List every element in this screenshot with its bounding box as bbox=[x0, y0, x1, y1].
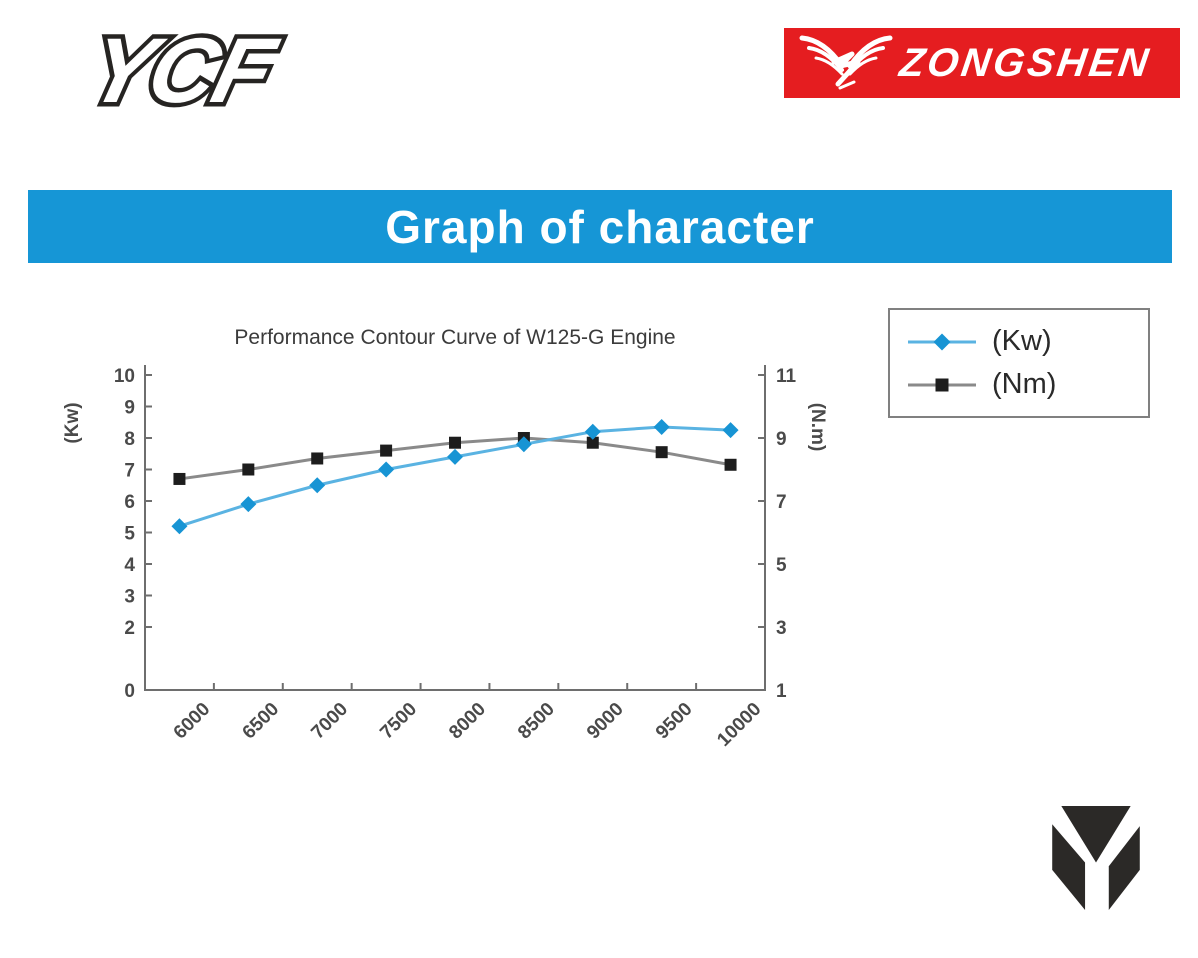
left-axis: 10 9 8 7 6 5 4 3 2 0 (Kw) bbox=[62, 366, 152, 702]
ycf-logo: YCF bbox=[75, 18, 293, 123]
x-axis: 6000 6500 7000 7500 8000 8500 9000 9500 10000 bbox=[170, 683, 766, 751]
series-kw bbox=[171, 418, 739, 535]
svg-text:8500: 8500 bbox=[514, 699, 559, 744]
svg-text:6: 6 bbox=[124, 492, 135, 513]
svg-text:6000: 6000 bbox=[170, 699, 215, 744]
svg-text:6500: 6500 bbox=[239, 699, 284, 744]
legend-label-nm: (Nm) bbox=[992, 368, 1057, 400]
right-axis: 11 9 7 5 3 1 (N.m) bbox=[758, 366, 828, 702]
axes bbox=[144, 365, 766, 691]
svg-text:10: 10 bbox=[114, 366, 135, 387]
ycf-logo-text: YCF bbox=[79, 18, 288, 121]
svg-text:1: 1 bbox=[776, 681, 787, 702]
zongshen-logo: ZONGSHEN bbox=[784, 28, 1180, 98]
svg-text:9500: 9500 bbox=[652, 699, 697, 744]
svg-text:9: 9 bbox=[124, 398, 135, 419]
legend-entry-kw: (Kw) bbox=[906, 325, 1148, 358]
svg-text:0: 0 bbox=[124, 681, 135, 702]
legend-label-kw: (Kw) bbox=[992, 325, 1052, 357]
svg-text:5: 5 bbox=[776, 555, 787, 576]
chart-title: Performance Contour Curve of W125-G Engi… bbox=[234, 326, 676, 349]
svg-text:(N.m): (N.m) bbox=[807, 403, 828, 452]
svg-text:7: 7 bbox=[776, 492, 787, 513]
legend-entry-nm: (Nm) bbox=[906, 368, 1148, 401]
ycf-y-mark-icon bbox=[1052, 806, 1140, 910]
svg-text:4: 4 bbox=[124, 555, 135, 576]
section-banner-title: Graph of character bbox=[385, 200, 815, 253]
zongshen-brand-text: ZONGSHEN bbox=[896, 40, 1154, 85]
svg-text:8: 8 bbox=[124, 429, 135, 450]
svg-text:7000: 7000 bbox=[307, 699, 352, 744]
section-banner: Graph of character bbox=[28, 190, 1172, 263]
svg-text:7500: 7500 bbox=[376, 699, 421, 744]
svg-text:8000: 8000 bbox=[445, 699, 490, 744]
svg-text:11: 11 bbox=[776, 366, 797, 387]
svg-text:9: 9 bbox=[776, 429, 787, 450]
chart-legend: (Kw) (Nm) bbox=[888, 308, 1150, 418]
zongshen-wings-icon bbox=[799, 35, 893, 90]
nm-line-marker-icon bbox=[908, 378, 976, 391]
svg-text:5: 5 bbox=[124, 524, 135, 545]
svg-text:9000: 9000 bbox=[583, 699, 628, 744]
svg-text:10000: 10000 bbox=[713, 699, 765, 751]
svg-text:3: 3 bbox=[776, 618, 787, 639]
svg-text:3: 3 bbox=[124, 587, 135, 608]
performance-plot: 10 9 8 7 6 5 4 3 2 0 (Kw) 11 9 7 5 3 1 (N.m) 6000 6500 7000 7… bbox=[62, 365, 828, 751]
kw-line-marker-icon bbox=[908, 333, 976, 350]
svg-text:(Kw): (Kw) bbox=[62, 402, 83, 443]
svg-text:2: 2 bbox=[124, 618, 135, 639]
svg-text:7: 7 bbox=[124, 461, 135, 482]
